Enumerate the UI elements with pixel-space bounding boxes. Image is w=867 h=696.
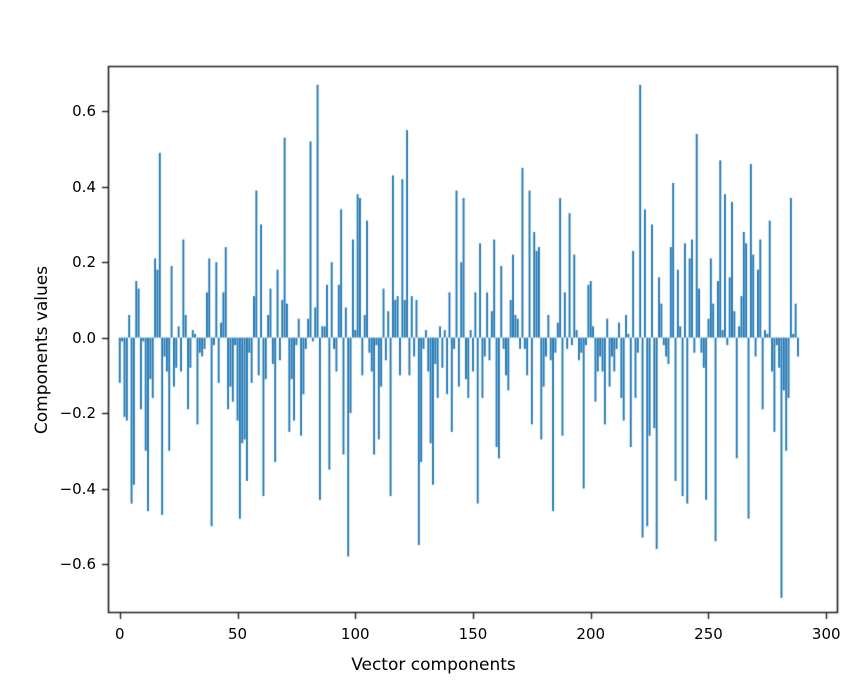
y-tick-label: 0.2 xyxy=(72,253,96,272)
y-tick-label: −0.4 xyxy=(59,479,96,498)
y-tick-label: −0.6 xyxy=(59,554,96,573)
x-tick-label: 300 xyxy=(811,625,841,643)
x-tick-label: 250 xyxy=(694,625,723,643)
x-tick-label: 0 xyxy=(114,625,125,643)
x-tick-label: 100 xyxy=(340,625,370,643)
y-tick-label: 0.4 xyxy=(72,177,96,196)
x-tick-label: 200 xyxy=(576,625,606,643)
y-tick-label: 0.0 xyxy=(72,328,96,347)
x-tick-label: 50 xyxy=(227,625,248,643)
y-tick-label: 0.6 xyxy=(72,102,96,121)
y-tick-label: −0.2 xyxy=(59,404,96,423)
x-tick-label: 150 xyxy=(458,625,488,643)
x-axis-label: Vector components xyxy=(351,655,516,675)
